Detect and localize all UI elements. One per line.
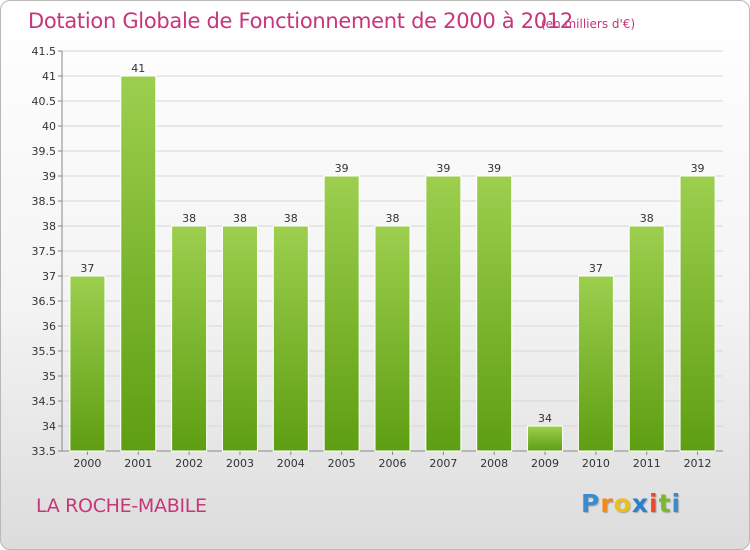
data-label-2000: 37 xyxy=(80,262,94,275)
y-tick-label: 34 xyxy=(42,420,56,433)
x-tick-label-2006: 2006 xyxy=(379,457,407,470)
y-tick-label: 37.5 xyxy=(32,245,57,258)
y-tick-label: 35 xyxy=(42,370,56,383)
logo-letter: i xyxy=(671,489,682,518)
location-name: LA ROCHE-MABILE xyxy=(36,495,207,517)
y-tick-label: 35.5 xyxy=(32,345,57,358)
bar-2007 xyxy=(425,175,462,452)
data-label-2002: 38 xyxy=(182,212,196,225)
y-tick-label: 34.5 xyxy=(32,395,57,408)
data-label-2010: 37 xyxy=(589,262,603,275)
bar-2002 xyxy=(171,225,208,452)
bar-layer xyxy=(69,75,716,452)
logo-letter: P xyxy=(581,489,601,518)
logo-letter: i xyxy=(649,489,659,518)
data-label-2007: 39 xyxy=(436,162,450,175)
x-tick-label-2001: 2001 xyxy=(124,457,152,470)
y-tick-label: 36 xyxy=(42,320,56,333)
x-tick-label-2004: 2004 xyxy=(277,457,305,470)
bar-2001 xyxy=(120,75,157,452)
logo-letter: x xyxy=(631,489,649,518)
x-tick-label-2002: 2002 xyxy=(175,457,203,470)
bar-2011 xyxy=(628,225,665,452)
bar-2006 xyxy=(374,225,411,452)
bar-2003 xyxy=(221,225,258,452)
data-label-2011: 38 xyxy=(640,212,654,225)
bar-2010 xyxy=(577,275,614,452)
chart-title: Dotation Globale de Fonctionnement de 20… xyxy=(28,9,573,33)
y-tick-label: 39 xyxy=(42,170,56,183)
x-tick-label-2010: 2010 xyxy=(582,457,610,470)
y-tick-label: 38 xyxy=(42,220,56,233)
bar-2004 xyxy=(272,225,309,452)
data-label-2004: 38 xyxy=(284,212,298,225)
y-tick-label: 40 xyxy=(42,120,56,133)
logo-letter: o xyxy=(613,489,632,518)
data-label-2006: 38 xyxy=(386,212,400,225)
y-tick-label: 38.5 xyxy=(32,195,57,208)
logo-letter: r xyxy=(600,489,614,518)
y-tick-label: 36.5 xyxy=(32,295,57,308)
x-tick-label-2008: 2008 xyxy=(480,457,508,470)
y-tick-label: 41 xyxy=(42,70,56,83)
bar-2005 xyxy=(323,175,360,452)
logo-letter: t xyxy=(658,489,672,518)
y-tick-label: 41.5 xyxy=(32,45,57,58)
y-tick-label: 33.5 xyxy=(32,445,57,458)
y-tick-label: 39.5 xyxy=(32,145,57,158)
x-tick-label-2012: 2012 xyxy=(684,457,712,470)
x-tick-label-2000: 2000 xyxy=(73,457,101,470)
x-tick-label-2003: 2003 xyxy=(226,457,254,470)
proxiti-logo: Proxiti xyxy=(581,489,681,518)
label-layer: 37 41 38 38 38 39 38 39 39 34 37 38 39 xyxy=(80,62,704,425)
bar-2008 xyxy=(476,175,513,452)
data-label-2001: 41 xyxy=(131,62,145,75)
x-tick-label-2005: 2005 xyxy=(328,457,356,470)
bar-2000 xyxy=(69,275,106,452)
data-label-2003: 38 xyxy=(233,212,247,225)
data-label-2009: 34 xyxy=(538,412,552,425)
x-tick-label-2009: 2009 xyxy=(531,457,559,470)
x-tick-label-2011: 2011 xyxy=(633,457,661,470)
data-label-2008: 39 xyxy=(487,162,501,175)
bar-2012 xyxy=(679,175,716,452)
data-label-2005: 39 xyxy=(335,162,349,175)
x-tick-label-2007: 2007 xyxy=(429,457,457,470)
y-tick-label: 37 xyxy=(42,270,56,283)
chart-subtitle: (en milliers d'€) xyxy=(541,17,636,31)
bar-2009 xyxy=(527,425,564,452)
data-label-2012: 39 xyxy=(691,162,705,175)
y-tick-label: 40.5 xyxy=(32,95,57,108)
